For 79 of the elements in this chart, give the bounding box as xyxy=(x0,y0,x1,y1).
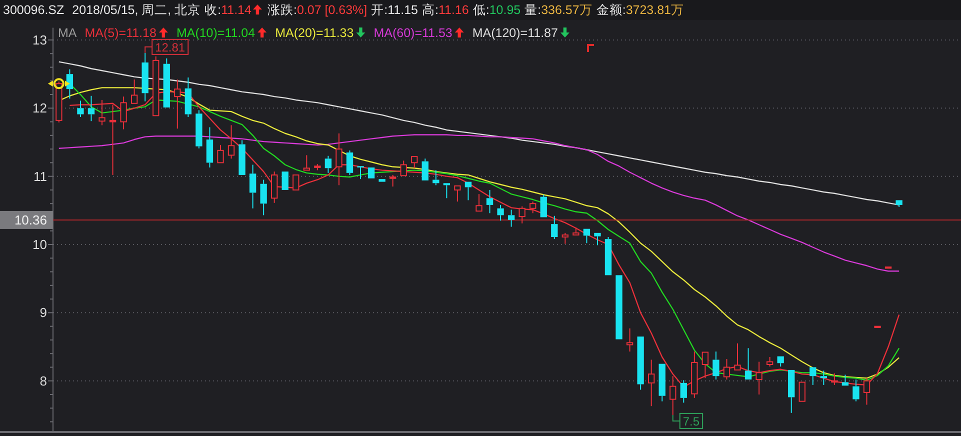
candlestick xyxy=(508,209,515,228)
candlestick xyxy=(443,183,450,199)
candlestick xyxy=(820,370,828,386)
candlestick xyxy=(324,155,332,174)
candlestick xyxy=(357,166,364,180)
candlestick xyxy=(712,351,720,380)
candlestick xyxy=(346,150,354,176)
candlestick xyxy=(680,380,687,404)
y-tick-label: 10 xyxy=(32,237,47,252)
text: MA(60)=11.53 xyxy=(374,26,452,40)
text: 量:336.57万 xyxy=(524,3,592,17)
text: MA(10)=11.04 xyxy=(176,26,256,40)
annotation: 7.5 xyxy=(682,414,700,428)
y-tick-label: 11 xyxy=(34,168,47,184)
text: 开:11.15 xyxy=(371,3,418,17)
candlestick xyxy=(174,79,181,130)
candlestick xyxy=(788,370,795,414)
y-tick-label: 12 xyxy=(32,100,47,116)
candlestick xyxy=(163,58,170,108)
legend-title: MA xyxy=(58,26,78,40)
candlestick xyxy=(88,95,95,122)
candlestick xyxy=(66,68,74,100)
y-tick-label: 13 xyxy=(32,32,47,48)
candlestick xyxy=(756,361,762,395)
candlestick xyxy=(432,170,440,186)
candlestick xyxy=(810,367,816,386)
candlestick xyxy=(292,174,300,190)
candlestick xyxy=(206,126,214,168)
candlestick xyxy=(411,156,418,169)
candlestick xyxy=(777,356,784,368)
candlestick xyxy=(616,275,622,340)
candlestick xyxy=(249,164,256,209)
text: MA(120)=11.87 xyxy=(472,26,558,40)
text: 低:10.95 xyxy=(472,3,521,17)
candlestick xyxy=(217,144,224,164)
candlestick xyxy=(637,336,644,390)
ref-line-label: 10.36 xyxy=(14,212,47,228)
candlestick xyxy=(648,359,655,407)
candlestick xyxy=(238,140,246,175)
y-tick-label: 8 xyxy=(40,373,47,388)
candlestick xyxy=(863,378,870,406)
text: 涨跌:0.07 [0.63%] xyxy=(267,3,368,17)
candlestick xyxy=(336,132,342,186)
candlestick xyxy=(303,154,310,171)
text: MA(5)=11.18 xyxy=(84,26,156,40)
candlestick xyxy=(130,79,138,104)
annotation: 12.81 xyxy=(155,40,186,54)
candlestick xyxy=(196,110,202,149)
candlestick xyxy=(497,204,504,222)
chart-title: 300096.SZ xyxy=(3,3,65,17)
candlestick xyxy=(540,194,547,218)
candlestick xyxy=(583,228,590,244)
candlestick xyxy=(852,379,860,402)
candlestick xyxy=(842,374,849,386)
text: MA(20)=11.33 xyxy=(275,26,354,40)
text: 金额:3723.81万 xyxy=(596,3,684,17)
candlestick xyxy=(454,185,461,202)
candlestick xyxy=(486,189,494,214)
candlestick xyxy=(874,326,881,328)
candlestick xyxy=(260,179,267,216)
text: 收:11.14 xyxy=(204,3,252,17)
candlestick xyxy=(282,172,288,190)
candlestick xyxy=(744,348,752,380)
candlestick xyxy=(476,194,482,212)
candlestick xyxy=(551,215,558,240)
candlestick xyxy=(77,100,84,118)
candlestick xyxy=(604,236,612,276)
candlestick xyxy=(670,376,676,416)
candlestick xyxy=(572,226,580,236)
candlestick xyxy=(702,352,709,379)
candlestick xyxy=(184,76,192,118)
candlestick xyxy=(142,52,148,102)
y-tick-label: 9 xyxy=(40,305,47,320)
candlestick xyxy=(109,104,116,176)
candlestick xyxy=(626,328,634,352)
candlestick xyxy=(798,382,806,402)
text: 高:11.16 xyxy=(422,2,469,17)
candlestick xyxy=(422,158,428,180)
chart-subtitle: 2018/05/15, 周二, 北京 xyxy=(72,3,201,17)
